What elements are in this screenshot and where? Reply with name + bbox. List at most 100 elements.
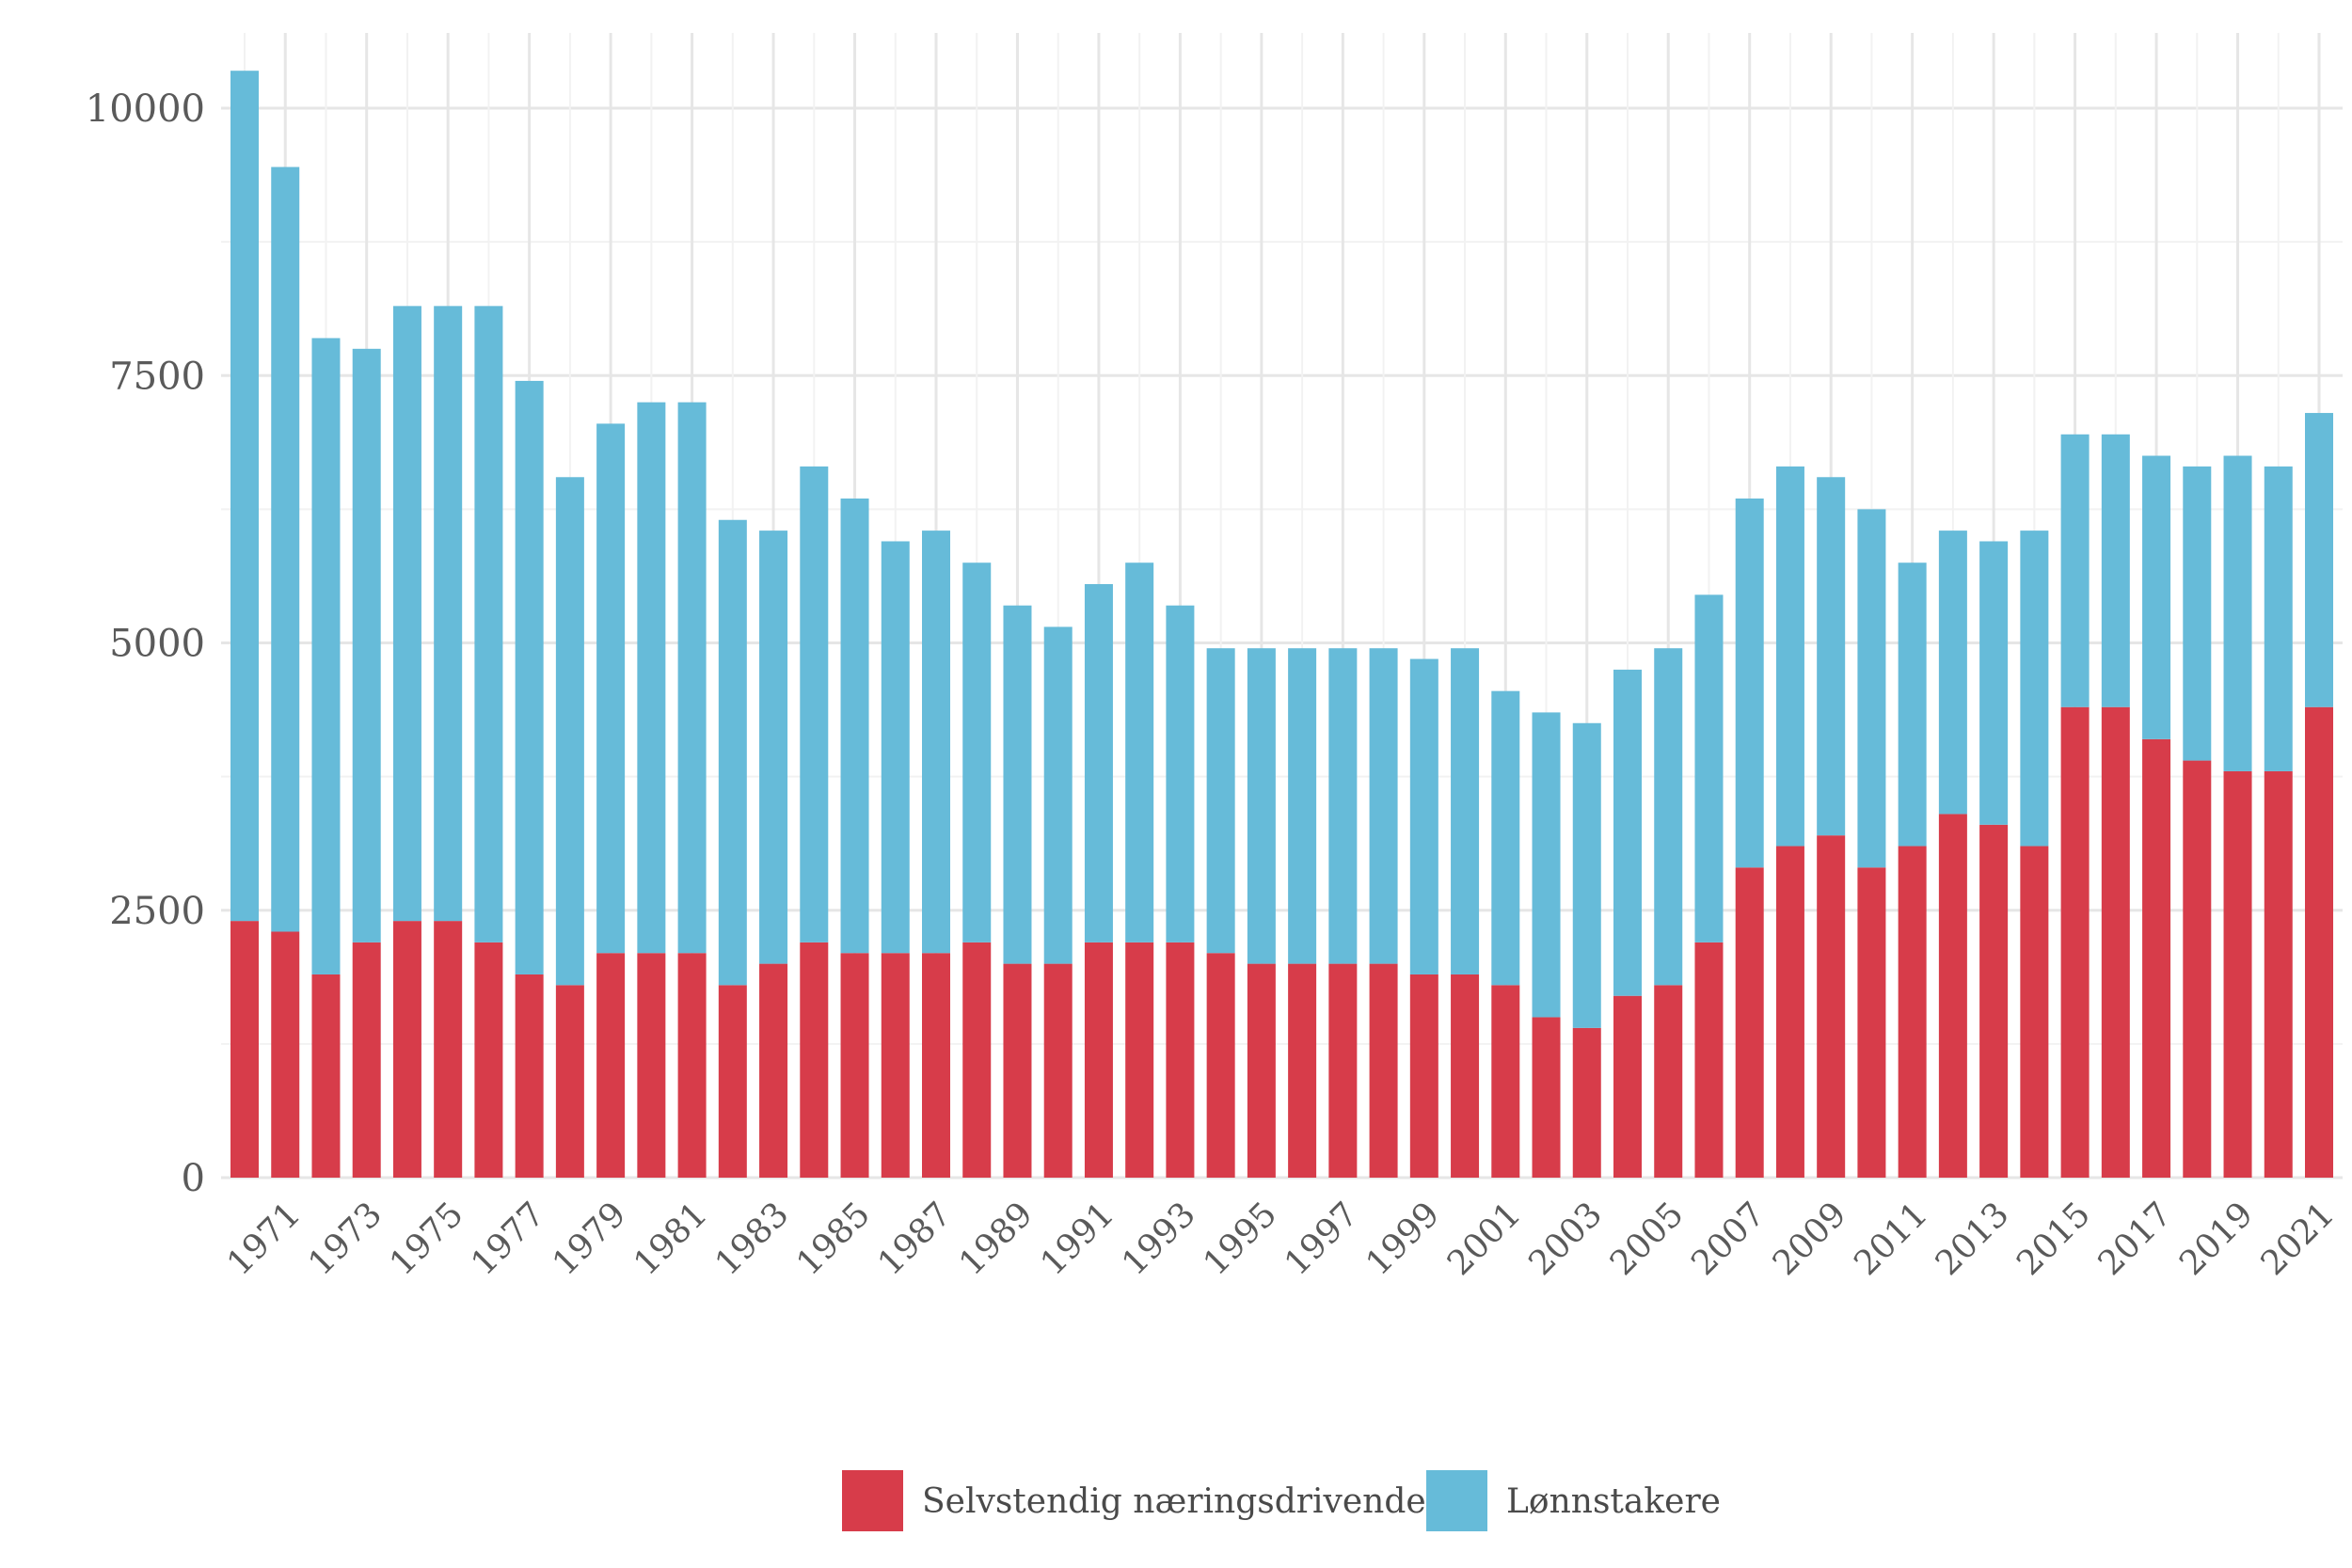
bar-employees-1974 xyxy=(392,306,421,922)
y-tick-label: 10000 xyxy=(86,87,205,131)
bar-employees-1991 xyxy=(1084,583,1113,942)
bar-employees-1981 xyxy=(677,402,707,954)
bar-self-employed-1974 xyxy=(392,921,421,1178)
y-tick-label: 2500 xyxy=(109,890,205,933)
bar-employees-1994 xyxy=(1206,648,1235,954)
x-tick-label: 1977 xyxy=(464,1195,552,1283)
bar-self-employed-2018 xyxy=(2183,760,2212,1178)
bar-self-employed-2020 xyxy=(2264,770,2293,1178)
bar-employees-1973 xyxy=(352,348,381,942)
bar-self-employed-1979 xyxy=(596,953,626,1178)
legend-swatch-employees xyxy=(1426,1470,1487,1531)
x-tick-label: 1997 xyxy=(1278,1195,1366,1283)
bar-employees-2010 xyxy=(1857,509,1886,868)
x-tick-label: 1975 xyxy=(383,1195,471,1283)
x-tick-label: 2021 xyxy=(2254,1195,2343,1283)
bar-self-employed-1973 xyxy=(352,942,381,1178)
bar-self-employed-2021 xyxy=(2305,706,2333,1178)
bar-employees-1999 xyxy=(1409,658,1438,974)
bar-self-employed-1981 xyxy=(677,953,707,1178)
y-tick-label: 7500 xyxy=(109,355,205,398)
bar-self-employed-2011 xyxy=(1898,846,1927,1178)
bar-self-employed-1977 xyxy=(515,974,544,1178)
x-tick-label: 1989 xyxy=(952,1195,1041,1283)
bar-self-employed-1988 xyxy=(962,942,992,1178)
bar-self-employed-1995 xyxy=(1247,963,1276,1178)
bar-employees-1971 xyxy=(271,166,300,932)
bar-employees-2003 xyxy=(1572,722,1601,1028)
bar-self-employed-2002 xyxy=(1532,1017,1561,1178)
bar-self-employed-1998 xyxy=(1369,963,1398,1178)
bar-employees-1996 xyxy=(1288,648,1317,964)
bar-self-employed-2003 xyxy=(1572,1027,1601,1178)
bar-self-employed-2000 xyxy=(1451,974,1480,1178)
bar-self-employed-2004 xyxy=(1613,995,1642,1178)
bar-self-employed-1993 xyxy=(1166,942,1195,1178)
bar-self-employed-1986 xyxy=(881,953,910,1178)
bar-self-employed-2006 xyxy=(1694,942,1724,1178)
bar-employees-1972 xyxy=(311,338,341,974)
x-tick-label: 1991 xyxy=(1034,1195,1122,1283)
bar-self-employed-2013 xyxy=(1979,824,2009,1178)
bar-employees-1985 xyxy=(840,499,869,954)
bar-employees-2009 xyxy=(1817,477,1846,836)
bar-self-employed-1992 xyxy=(1125,942,1154,1178)
bar-employees-1978 xyxy=(555,477,584,986)
bar-employees-2013 xyxy=(1979,541,2009,825)
bar-employees-2019 xyxy=(2223,455,2252,771)
x-tick-label: 1999 xyxy=(1359,1195,1447,1283)
bar-self-employed-2019 xyxy=(2223,770,2252,1178)
bar-employees-1997 xyxy=(1328,648,1358,964)
bar-employees-1990 xyxy=(1043,626,1073,964)
x-tick-label: 1981 xyxy=(627,1195,715,1283)
bar-employees-1970 xyxy=(230,71,259,922)
bar-self-employed-1980 xyxy=(637,953,666,1178)
y-tick-label: 5000 xyxy=(109,623,205,666)
bar-employees-2017 xyxy=(2142,455,2171,739)
bar-employees-1976 xyxy=(474,306,503,942)
bar-employees-2006 xyxy=(1694,594,1724,942)
bar-employees-2004 xyxy=(1613,669,1642,996)
bar-self-employed-1991 xyxy=(1084,942,1113,1178)
legend-label-employees: Lønnstakere xyxy=(1506,1482,1721,1521)
legend-label-self-employed: Selvstendig næringsdrivende xyxy=(922,1482,1426,1521)
bar-self-employed-1999 xyxy=(1409,974,1438,1178)
bar-employees-1984 xyxy=(800,466,829,942)
bar-employees-1980 xyxy=(637,402,666,954)
bar-self-employed-2015 xyxy=(2060,706,2090,1178)
bar-employees-1992 xyxy=(1125,562,1154,942)
x-tick-label: 1987 xyxy=(871,1195,960,1283)
bar-employees-2008 xyxy=(1775,466,1804,847)
bar-employees-2005 xyxy=(1654,648,1683,986)
bar-self-employed-2009 xyxy=(1817,835,1846,1178)
bar-self-employed-2001 xyxy=(1491,985,1520,1178)
bar-self-employed-2010 xyxy=(1857,867,1886,1178)
bar-employees-1975 xyxy=(434,306,463,922)
bar-self-employed-1990 xyxy=(1043,963,1073,1178)
bar-employees-1995 xyxy=(1247,648,1276,964)
bar-employees-2000 xyxy=(1451,648,1480,974)
bar-self-employed-2007 xyxy=(1735,867,1764,1178)
x-tick-label: 1979 xyxy=(546,1195,634,1283)
bar-self-employed-1984 xyxy=(800,942,829,1178)
bar-employees-1977 xyxy=(515,380,544,974)
x-tick-label: 1983 xyxy=(708,1195,797,1283)
x-tick-label: 1993 xyxy=(1115,1195,1203,1283)
legend-swatch-self-employed xyxy=(842,1470,903,1531)
bar-self-employed-1976 xyxy=(474,942,503,1178)
x-tick-label: 2001 xyxy=(1440,1195,1529,1283)
bar-self-employed-1983 xyxy=(759,963,788,1178)
bar-self-employed-2012 xyxy=(1938,814,1967,1178)
x-tick-label: 2013 xyxy=(1929,1195,2017,1283)
bar-employees-1982 xyxy=(718,519,747,986)
bar-employees-1986 xyxy=(881,541,910,954)
bar-employees-2012 xyxy=(1938,531,1967,815)
bar-self-employed-1996 xyxy=(1288,963,1317,1178)
x-tick-label: 2003 xyxy=(1521,1195,1610,1283)
bar-self-employed-1985 xyxy=(840,953,869,1178)
bar-employees-2020 xyxy=(2264,466,2293,771)
bar-self-employed-1972 xyxy=(311,974,341,1178)
bars xyxy=(230,71,2333,1178)
bar-self-employed-2005 xyxy=(1654,985,1683,1178)
